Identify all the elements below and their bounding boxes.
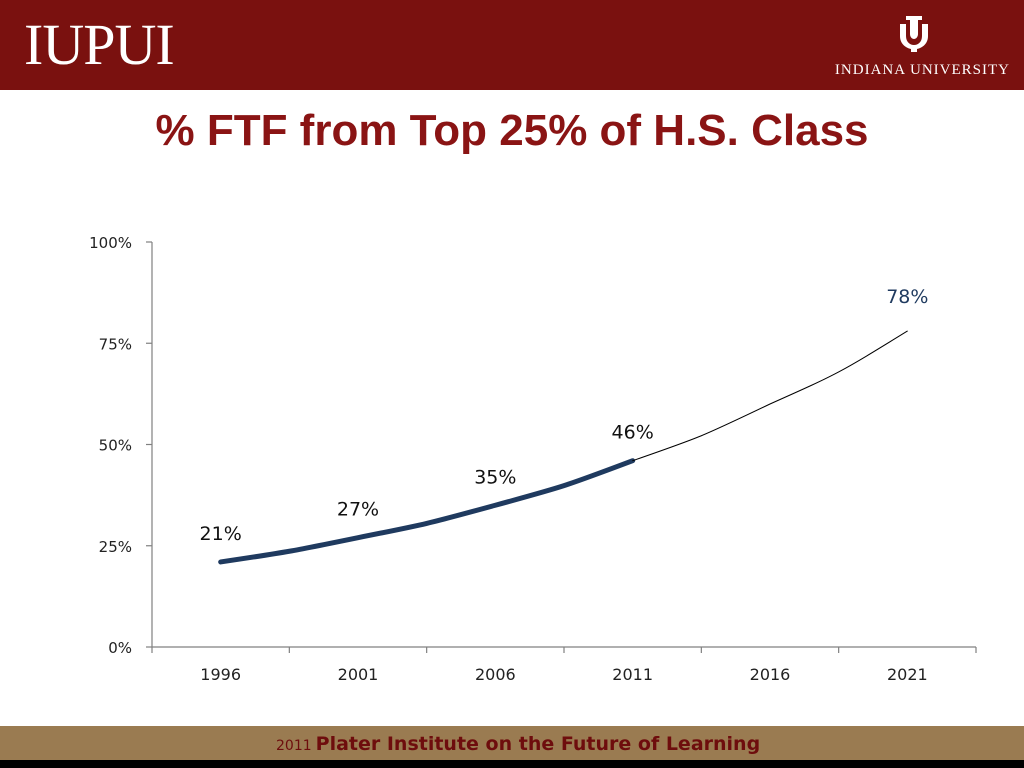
slide-title: % FTF from Top 25% of H.S. Class [155,106,869,155]
series-line-actual [218,458,636,565]
x-tick-label: 2006 [475,665,516,684]
data-label: 78% [886,286,928,308]
footer-bar [0,726,1024,760]
x-tick-label: 2001 [338,665,379,684]
header-bar: IUPUI INDIANA UNIVERSITY [0,0,1024,90]
x-tick-label: 2011 [612,665,653,684]
y-tick-label: 100% [89,234,132,252]
y-tick-label: 0% [108,639,132,657]
iupui-logo: IUPUI [24,12,175,77]
footer-institute: Plater Institute on the Future of Learni… [315,733,761,755]
line-chart: 0% 25% 50% 75% 100% 1996 2001 2006 2011 2016 2021 2… [89,234,977,684]
y-tick-label: 50% [99,437,132,455]
series-line-projection [632,330,908,462]
data-label: 35% [474,466,516,488]
footer-year: 2011 [276,738,312,754]
x-tick-label: 1996 [200,665,241,684]
x-tick-label: 2016 [750,665,791,684]
data-label: 21% [200,523,242,545]
footer-caption: 2011 Plater Institute on the Future of Le… [276,733,760,755]
x-tick-label: 2021 [887,665,928,684]
y-tick-label: 25% [99,538,132,556]
footer-strip [0,760,1024,768]
iu-trident-icon [900,16,928,52]
data-label: 27% [337,499,379,521]
indiana-university-wordmark: INDIANA UNIVERSITY [834,62,1010,78]
data-label: 46% [612,422,654,444]
y-tick-label: 75% [99,335,132,353]
